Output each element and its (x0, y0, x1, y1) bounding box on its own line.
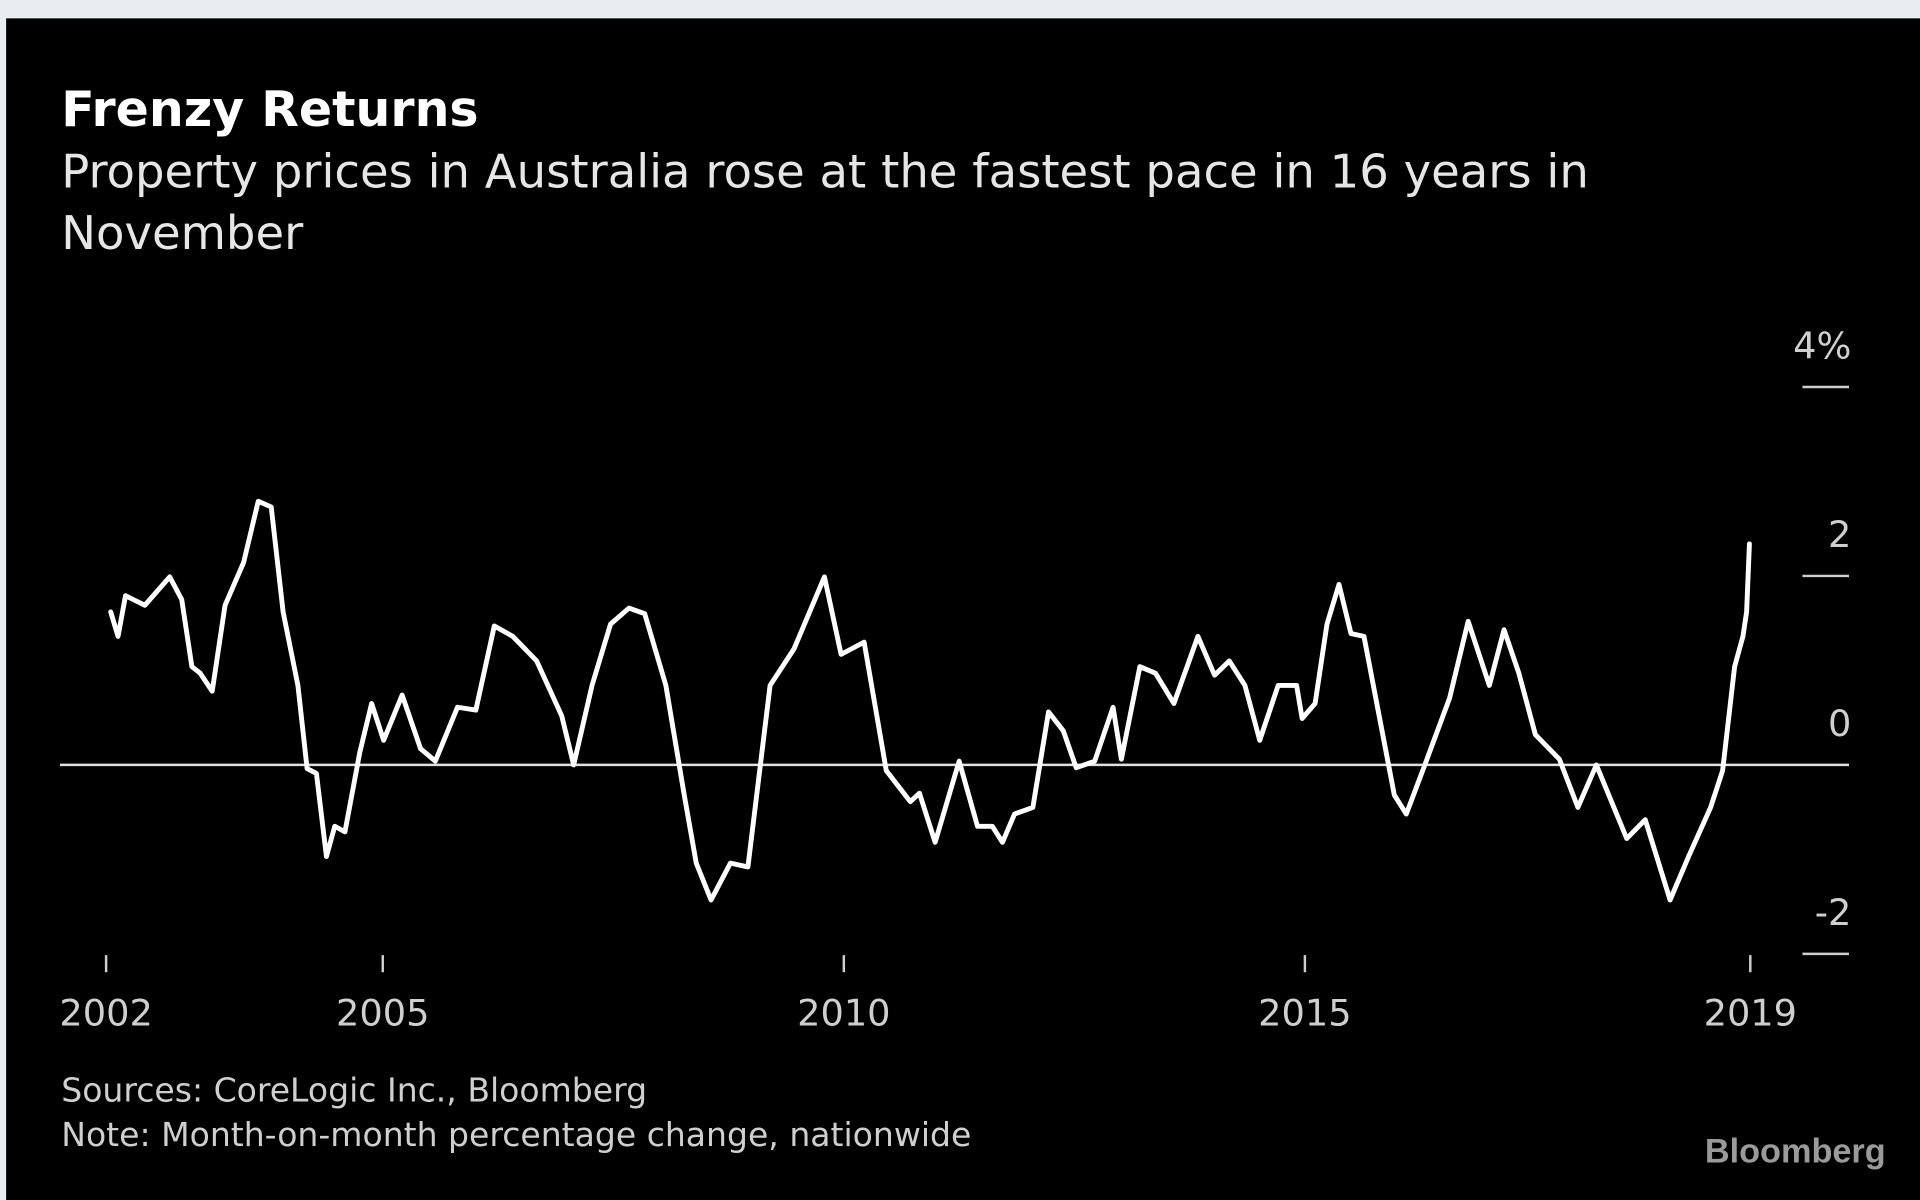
x-tick-label: 2019 (1704, 992, 1797, 1035)
y-tick-label: 0 (1828, 702, 1851, 745)
y-tick-label: 2 (1828, 513, 1851, 556)
source: Sources: CoreLogic Inc., Bloomberg (61, 1071, 647, 1110)
chart-subtitle: Property prices in Australia rose at the… (61, 145, 1589, 199)
logo: Bloomberg (1705, 1133, 1886, 1171)
x-tick-label: 2010 (797, 992, 890, 1035)
x-tick-label: 2015 (1258, 992, 1351, 1035)
chart-background (6, 18, 1920, 1200)
chart-title: Frenzy Returns (61, 81, 478, 138)
y-tick-label: -2 (1815, 891, 1852, 934)
x-tick-label: 2005 (336, 992, 429, 1035)
chart-subtitle: November (61, 206, 304, 260)
data-line (108, 498, 1752, 903)
x-tick-label: 2002 (59, 992, 152, 1035)
y-tick-label: 4% (1793, 324, 1851, 367)
note: Note: Month-on-month percentage change, … (61, 1115, 971, 1154)
